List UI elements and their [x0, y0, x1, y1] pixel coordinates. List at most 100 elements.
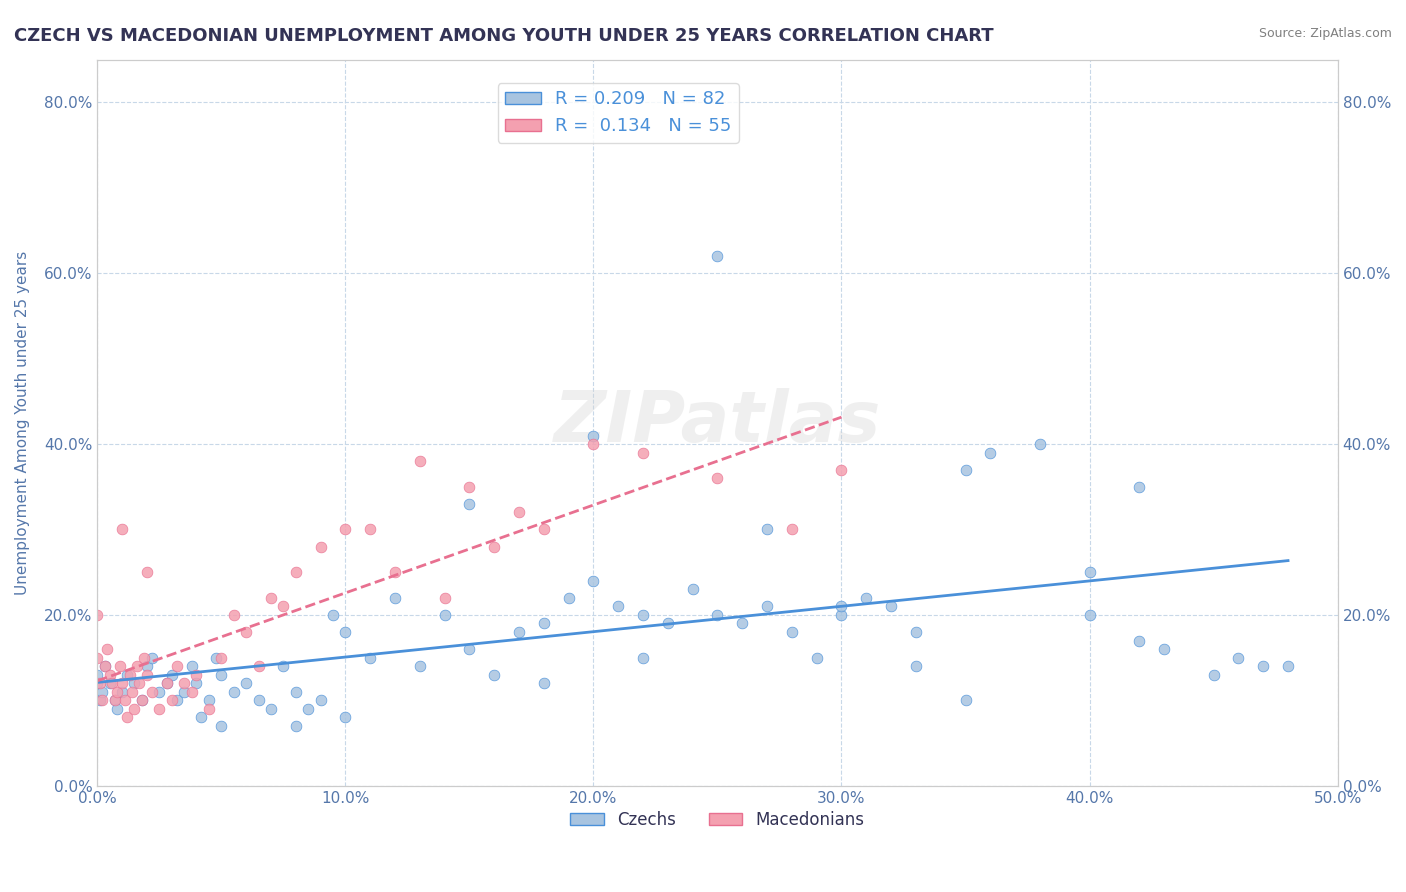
Point [247, 659, 270, 673]
Point [141, 650, 163, 665]
Point [322, 607, 344, 622]
Point [91, 693, 114, 707]
Point [830, 463, 852, 477]
Point [166, 659, 188, 673]
Point [98, 667, 121, 681]
Point [111, 676, 134, 690]
Point [533, 676, 555, 690]
Point [458, 642, 481, 657]
Point [582, 437, 605, 451]
Point [124, 702, 146, 716]
Point [657, 616, 679, 631]
Point [186, 667, 208, 681]
Point [98, 676, 121, 690]
Point [979, 445, 1001, 459]
Point [121, 685, 143, 699]
Point [134, 650, 156, 665]
Point [458, 497, 481, 511]
Point [115, 710, 138, 724]
Point [271, 599, 294, 614]
Point [904, 659, 927, 673]
Point [806, 650, 828, 665]
Point [247, 693, 270, 707]
Point [89, 676, 111, 690]
Point [1128, 633, 1150, 648]
Point [1078, 565, 1101, 579]
Point [131, 693, 153, 707]
Point [93, 659, 115, 673]
Point [156, 676, 179, 690]
Point [135, 667, 157, 681]
Point [166, 693, 188, 707]
Point [731, 616, 754, 631]
Y-axis label: Unemployment Among Youth under 25 years: Unemployment Among Youth under 25 years [15, 251, 30, 595]
Point [409, 454, 432, 468]
Point [111, 523, 134, 537]
Point [235, 625, 257, 640]
Point [284, 565, 307, 579]
Point [105, 702, 128, 716]
Point [160, 693, 183, 707]
Point [209, 719, 232, 733]
Point [148, 702, 170, 716]
Point [93, 659, 115, 673]
Point [335, 710, 357, 724]
Point [115, 667, 138, 681]
Point [141, 685, 163, 699]
Point [830, 607, 852, 622]
Point [830, 599, 852, 614]
Point [335, 523, 357, 537]
Point [433, 607, 456, 622]
Point [91, 685, 114, 699]
Point [284, 719, 307, 733]
Point [190, 710, 212, 724]
Point [309, 540, 332, 554]
Point [955, 693, 977, 707]
Point [756, 523, 779, 537]
Point [108, 659, 131, 673]
Point [955, 463, 977, 477]
Point [359, 523, 381, 537]
Point [86, 676, 108, 690]
Point [359, 650, 381, 665]
Point [458, 480, 481, 494]
Point [104, 693, 127, 707]
Point [131, 693, 153, 707]
Point [135, 565, 157, 579]
Point [156, 676, 179, 690]
Point [1153, 642, 1175, 657]
Point [433, 591, 456, 605]
Point [173, 685, 195, 699]
Point [1227, 650, 1250, 665]
Point [180, 685, 202, 699]
Point [780, 625, 803, 640]
Point [260, 702, 283, 716]
Point [607, 599, 630, 614]
Point [1202, 667, 1225, 681]
Text: ZIPatlas: ZIPatlas [554, 388, 882, 458]
Point [135, 659, 157, 673]
Point [260, 591, 283, 605]
Point [186, 676, 208, 690]
Point [631, 445, 654, 459]
Point [125, 659, 148, 673]
Point [128, 676, 150, 690]
Point [706, 471, 728, 485]
Point [1128, 480, 1150, 494]
Point [284, 685, 307, 699]
Point [855, 591, 877, 605]
Point [86, 667, 108, 681]
Legend: Czechs, Macedonians: Czechs, Macedonians [564, 805, 872, 836]
Point [148, 685, 170, 699]
Point [508, 625, 530, 640]
Point [1029, 437, 1052, 451]
Point [631, 607, 654, 622]
Point [101, 676, 124, 690]
Point [86, 607, 108, 622]
Point [335, 625, 357, 640]
Point [297, 702, 319, 716]
Point [582, 428, 605, 442]
Point [222, 685, 245, 699]
Point [533, 616, 555, 631]
Point [409, 659, 432, 673]
